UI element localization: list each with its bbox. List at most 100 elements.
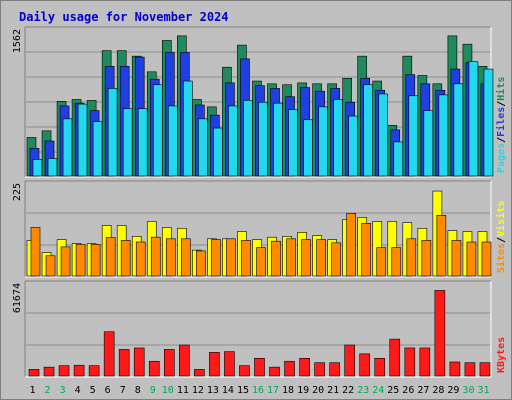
bar-kbytes-day-17 [269,366,280,377]
bar-sites-day-1 [30,227,41,277]
bar-sites-day-5 [90,244,101,277]
bar-pages-day-24 [378,93,389,177]
bar-pages-day-19 [303,119,313,177]
bar-pages-day-10 [167,105,178,177]
bar-sites-day-25 [391,247,402,277]
day-label-18: 18 [282,385,294,396]
bar-pages-day-16 [258,101,268,177]
bar-pages-day-18 [288,109,298,177]
bar-sites-day-23 [361,223,372,277]
bar-pages-day-23 [363,84,374,177]
bar-kbytes-day-20 [314,362,325,377]
bar-kbytes-day-25 [389,338,401,377]
bar-kbytes-day-12 [194,369,205,377]
day-label-14: 14 [222,385,234,396]
bar-kbytes-day-15 [239,365,250,377]
bar-kbytes-day-16 [254,357,265,377]
bar-kbytes-day-21 [329,362,340,377]
chart-title: Daily usage for November 2024 [19,10,229,24]
day-label-7: 7 [120,385,126,396]
bar-sites-day-31 [481,241,492,277]
bar-pages-day-20 [318,106,328,177]
day-label-5: 5 [90,385,96,396]
bar-pages-day-22 [348,115,358,177]
bar-sites-day-29 [451,240,462,277]
day-label-13: 13 [207,385,219,396]
bar-pages-day-21 [333,99,343,177]
day-label-26: 26 [402,385,414,396]
day-label-15: 15 [237,385,249,396]
svg-text:KBytes: KBytes [496,337,507,373]
bar-kbytes-day-8 [133,347,145,377]
bar-kbytes-day-23 [359,353,371,377]
bar-pages-day-1 [32,159,43,177]
bar-kbytes-day-30 [464,362,476,377]
legend-: / [496,237,507,243]
bar-sites-day-21 [331,242,341,277]
kbytes-ymax-label: 61674 [12,283,23,313]
bar-sites-day-8 [135,241,146,277]
bar-sites-day-24 [376,247,387,277]
day-label-30: 30 [462,385,474,396]
day-label-2: 2 [45,385,51,396]
bar-sites-day-17 [271,240,281,277]
bar-kbytes-day-6 [103,331,115,377]
day-label-22: 22 [342,385,354,396]
svg-text:Sites/Visits: Sites/Visits [495,201,507,273]
day-label-27: 27 [417,385,429,396]
bar-kbytes-day-22 [344,344,355,377]
bar-kbytes-day-31 [479,362,491,377]
day-label-28: 28 [432,385,444,396]
bar-pages-day-2 [47,158,58,177]
day-label-25: 25 [387,385,399,396]
bar-pages-day-6 [107,88,118,177]
legend-hits: Hits [495,77,507,101]
bar-sites-day-28 [436,215,447,277]
bar-sites-day-4 [75,244,86,277]
hits-ymax-label: 1562 [12,29,23,53]
bar-sites-day-9 [150,236,161,277]
bar-pages-day-7 [122,108,133,177]
bar-kbytes-day-24 [374,357,386,377]
bar-kbytes-day-26 [404,347,416,377]
bar-pages-day-8 [137,108,148,177]
day-label-31: 31 [477,385,489,396]
bar-sites-day-10 [165,238,176,277]
bar-sites-day-20 [316,239,326,277]
day-label-11: 11 [177,385,189,396]
bar-kbytes-day-19 [299,357,310,377]
bar-kbytes-day-9 [148,360,160,377]
bar-pages-day-31 [483,68,494,177]
day-label-19: 19 [297,385,309,396]
day-label-8: 8 [135,385,141,396]
bar-sites-day-18 [286,238,296,277]
legend-files: Files [495,107,507,137]
day-label-21: 21 [327,385,339,396]
bar-kbytes-day-29 [449,361,461,377]
bar-pages-day-17 [273,102,283,177]
legend-kbytes: KBytes [496,337,507,373]
legend-hits-files-pages: Pages/Files/Hits [495,77,507,173]
bar-pages-day-27 [423,110,434,177]
bar-kbytes-day-14 [224,351,235,377]
bar-kbytes-day-11 [179,344,190,377]
legend-sites: Sites [495,243,507,273]
day-label-24: 24 [372,385,384,396]
bar-sites-day-11 [181,238,191,277]
day-label-12: 12 [192,385,204,396]
bar-kbytes-day-28 [434,290,446,377]
bar-sites-day-26 [406,238,417,277]
bar-pages-day-15 [243,100,253,177]
bar-kbytes-day-18 [284,360,295,377]
bar-sites-day-3 [60,246,71,277]
bar-sites-day-30 [466,241,477,277]
day-label-17: 17 [267,385,279,396]
day-label-3: 3 [60,385,66,396]
bar-kbytes-day-1 [28,369,40,377]
bar-sites-day-22 [346,213,356,277]
bar-kbytes-day-2 [43,366,55,377]
bar-kbytes-day-27 [419,347,431,377]
bar-pages-day-30 [468,61,479,177]
legend-visits: Visits [495,201,507,237]
